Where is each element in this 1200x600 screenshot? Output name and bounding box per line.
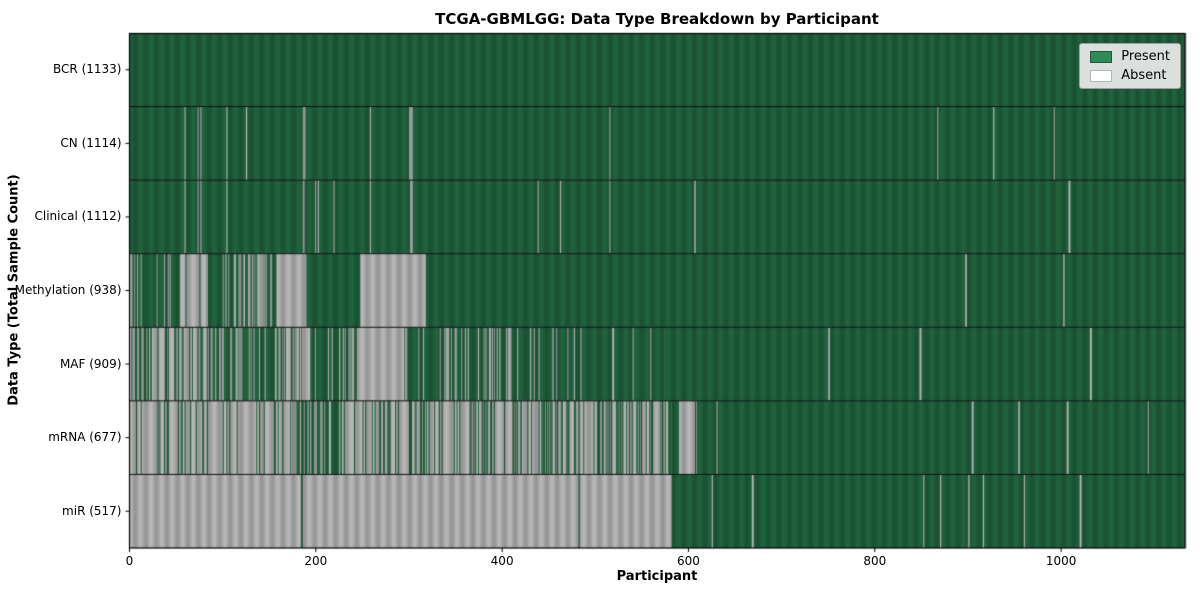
legend-item-absent: Absent xyxy=(1090,69,1170,82)
x-tick-label: 1000 xyxy=(1045,554,1077,568)
row-label-Clinical: Clinical (1112) xyxy=(34,209,122,224)
legend-swatch-present xyxy=(1090,50,1113,63)
legend-label: Present xyxy=(1121,49,1170,64)
row-label-mRNA: mRNA (677) xyxy=(48,430,122,445)
x-tick-label: 400 xyxy=(490,554,514,568)
x-axis-label: Participant xyxy=(616,569,698,584)
x-tick-label: 800 xyxy=(863,554,887,568)
legend-item-present: Present xyxy=(1090,50,1170,63)
row-label-CN: CN (1114) xyxy=(60,135,122,150)
row-label-Methylation: Methylation (938) xyxy=(14,283,122,297)
x-tick-label: 0 xyxy=(125,554,134,568)
row-label-MAF: MAF (909) xyxy=(59,356,122,371)
legend-label: Absent xyxy=(1121,68,1167,83)
x-tick-label: 600 xyxy=(677,554,700,568)
legend: Present Absent xyxy=(1079,43,1181,89)
legend-swatch-absent xyxy=(1090,69,1113,82)
row-label-miR: miR (517) xyxy=(62,503,122,518)
chart-title: TCGA-GBMLGG: Data Type Breakdown by Part… xyxy=(435,10,879,28)
row-label-BCR: BCR (1133) xyxy=(53,62,122,77)
x-tick-label: 200 xyxy=(304,554,328,568)
